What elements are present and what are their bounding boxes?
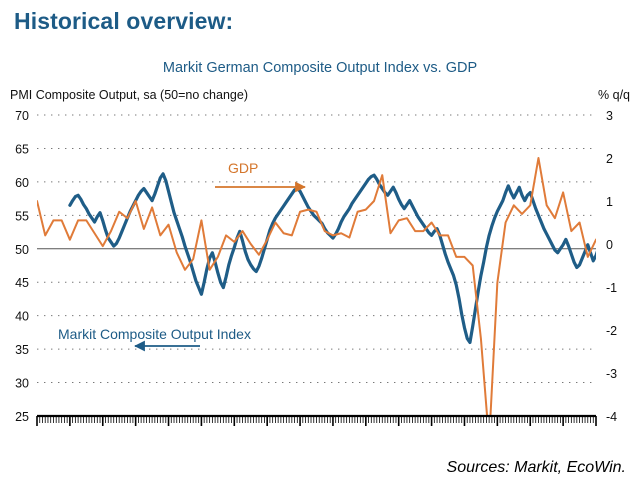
left-axis-tick-label: 50 (15, 243, 29, 257)
left-axis-tick-label: 30 (15, 377, 29, 391)
right-axis-tick-label: 2 (606, 152, 613, 166)
page-title: Historical overview: (14, 8, 234, 34)
left-axis-tick-label: 55 (15, 209, 29, 223)
left-axis-tick-label: 25 (15, 410, 29, 424)
left-axis-tick-label: 45 (15, 276, 29, 290)
right-axis-tick-label: -4 (606, 410, 617, 424)
right-axis-tick-label: -3 (606, 367, 617, 381)
left-axis-tick-label: 40 (15, 310, 29, 324)
right-axis-tick-label: 1 (606, 195, 613, 209)
right-axis-tick-label: 3 (606, 109, 613, 123)
right-axis-caption: % q/q (598, 88, 630, 102)
left-axis-tick-label: 65 (15, 142, 29, 156)
left-axis-tick-label: 70 (15, 109, 29, 123)
right-axis-tick-label: -2 (606, 324, 617, 338)
chart-svg: 706560555045403530253210-1-2-3-419971998… (15, 109, 617, 426)
gdp-annotation-label: GDP (228, 160, 259, 176)
left-axis-caption: PMI Composite Output, sa (50=no change) (10, 88, 248, 102)
chart-title: Markit German Composite Output Index vs.… (162, 60, 478, 76)
left-axis-tick-label: 35 (15, 343, 29, 357)
series-line-pmi (68, 172, 596, 345)
right-axis-tick-label: -1 (606, 281, 617, 295)
chart-plot-area: 706560555045403530253210-1-2-3-419971998… (0, 106, 640, 426)
right-axis-tick-label: 0 (606, 238, 613, 252)
series-line-gdp (37, 157, 596, 416)
sources-note: Sources: Markit, EcoWin. (446, 459, 626, 476)
pmi-annotation-label: Markit Composite Output Index (58, 326, 251, 342)
left-axis-tick-label: 60 (15, 176, 29, 190)
